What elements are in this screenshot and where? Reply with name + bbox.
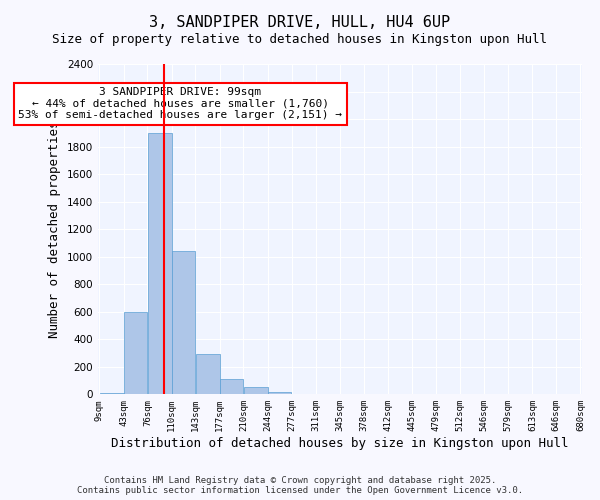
- Bar: [124, 312, 147, 394]
- Y-axis label: Number of detached properties: Number of detached properties: [48, 120, 61, 338]
- Bar: [268, 392, 291, 394]
- Bar: [196, 354, 220, 395]
- X-axis label: Distribution of detached houses by size in Kingston upon Hull: Distribution of detached houses by size …: [111, 437, 569, 450]
- Text: Size of property relative to detached houses in Kingston upon Hull: Size of property relative to detached ho…: [53, 32, 548, 46]
- Text: 3, SANDPIPER DRIVE, HULL, HU4 6UP: 3, SANDPIPER DRIVE, HULL, HU4 6UP: [149, 15, 451, 30]
- Bar: [172, 251, 195, 394]
- Text: Contains HM Land Registry data © Crown copyright and database right 2025.
Contai: Contains HM Land Registry data © Crown c…: [77, 476, 523, 495]
- Bar: [100, 393, 124, 394]
- Bar: [148, 133, 172, 394]
- Bar: [244, 388, 268, 394]
- Bar: [220, 379, 243, 394]
- Text: 3 SANDPIPER DRIVE: 99sqm
← 44% of detached houses are smaller (1,760)
53% of sem: 3 SANDPIPER DRIVE: 99sqm ← 44% of detach…: [18, 87, 342, 120]
